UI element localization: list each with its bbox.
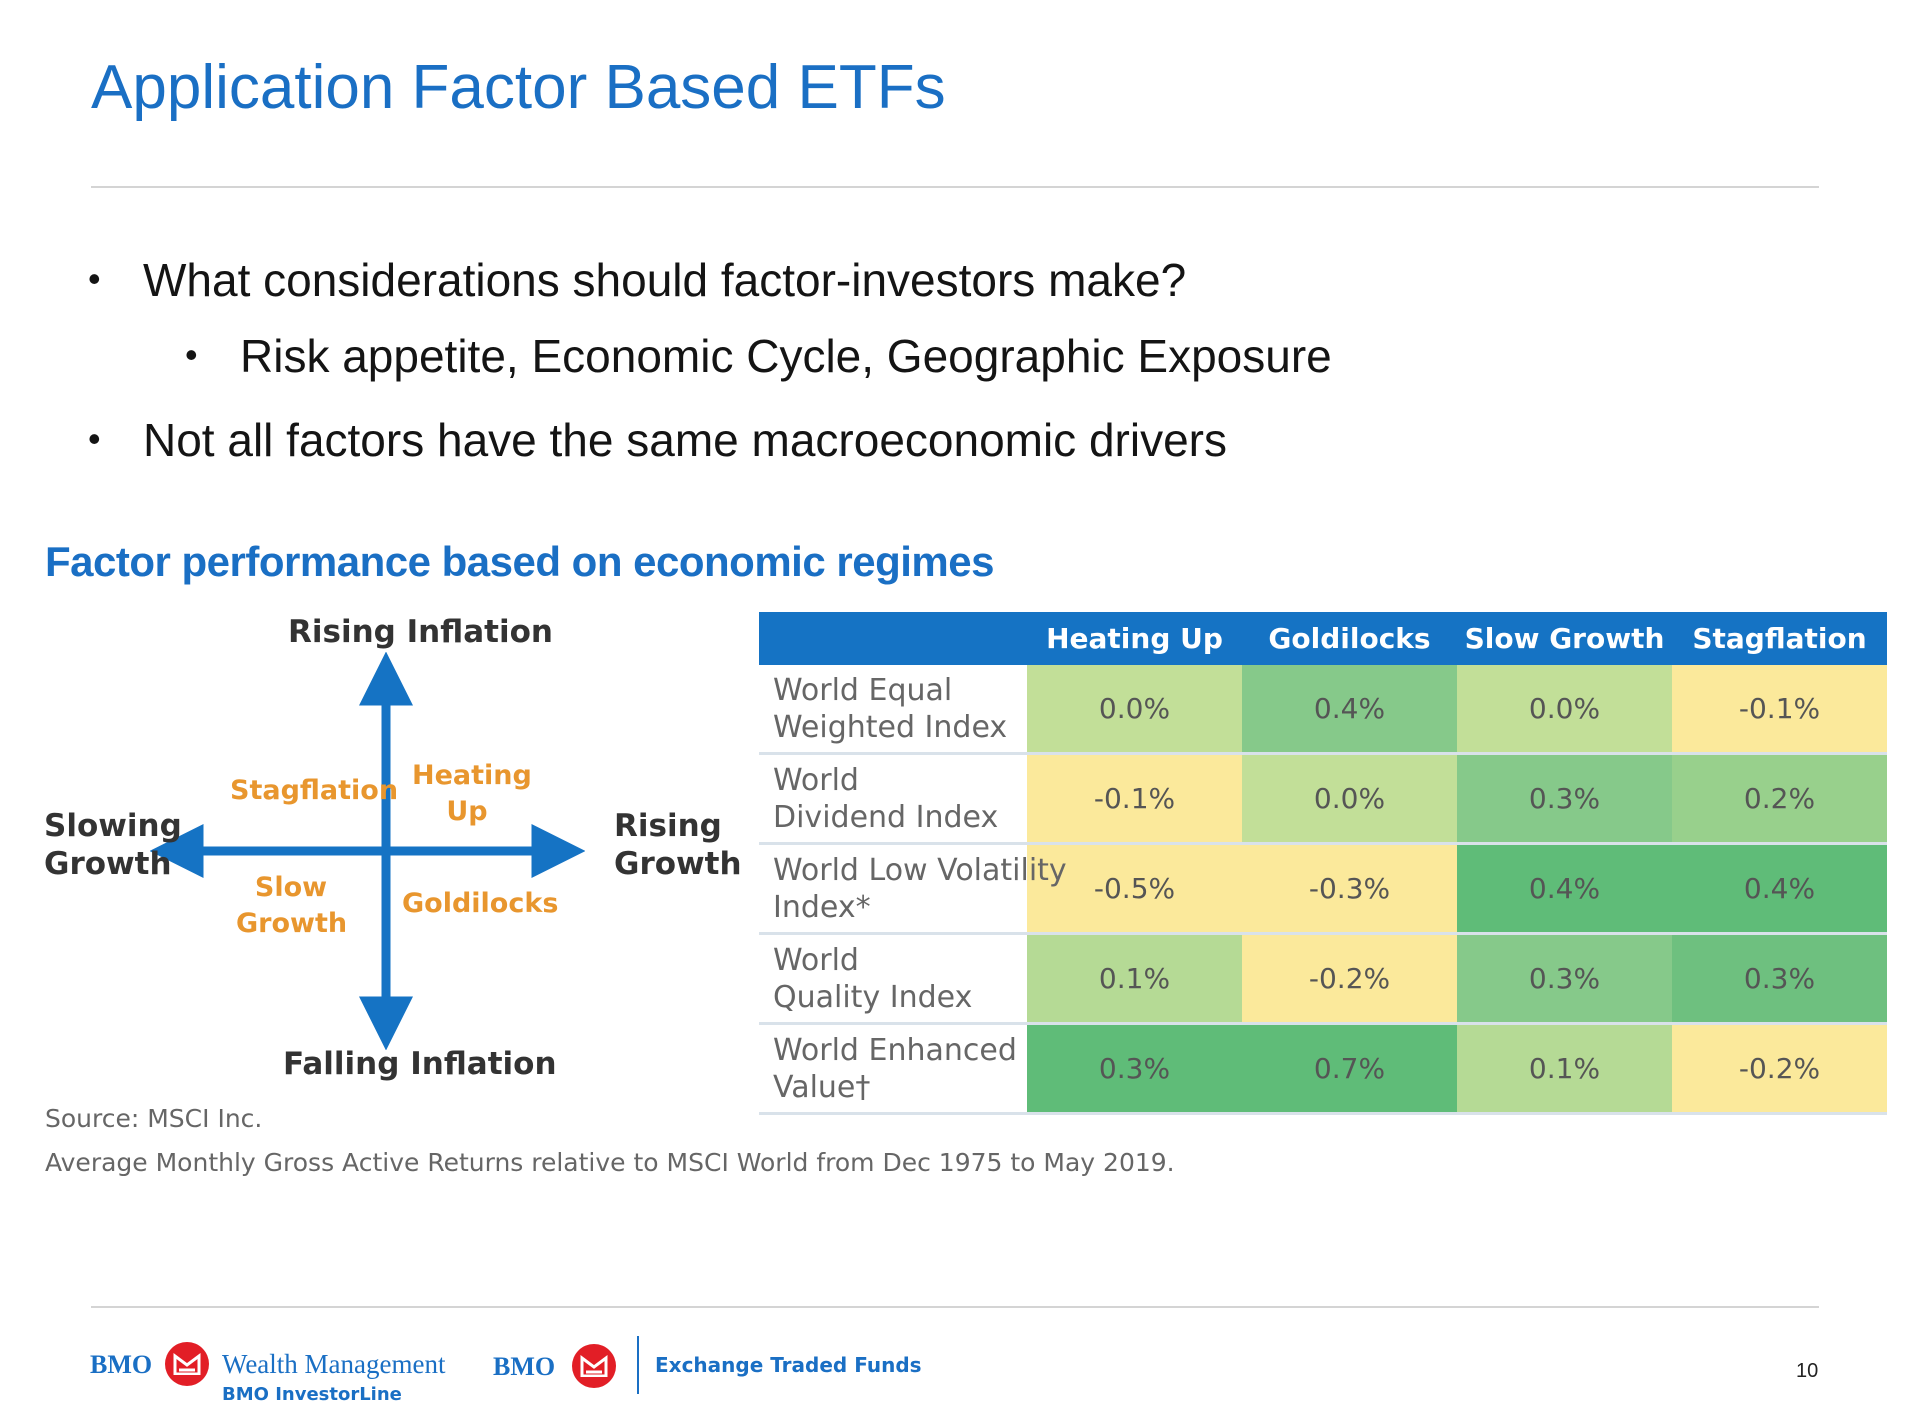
table-header-row: Heating Up Goldilocks Slow Growth Stagfl…	[759, 612, 1887, 665]
axis-label-line: Growth	[614, 846, 742, 882]
value-cell: -0.5%	[1027, 843, 1242, 935]
returns-footnote: Average Monthly Gross Active Returns rel…	[45, 1148, 1175, 1177]
value-cell: 0.3%	[1027, 1023, 1242, 1115]
value-cell: 0.3%	[1672, 933, 1887, 1025]
investorline-wordmark: BMO InvestorLine	[222, 1384, 402, 1405]
axis-label-line: Slowing	[44, 808, 182, 844]
value-cell: 0.1%	[1457, 1023, 1672, 1115]
row-label-line: World Enhanced	[773, 1032, 1017, 1068]
axis-label-falling-inflation: Falling Inflation	[283, 1046, 557, 1082]
title-divider	[91, 186, 1819, 188]
regime-axes-diagram	[150, 652, 585, 1050]
quadrant-slow-growth: Slow Growth	[236, 870, 348, 942]
value-cell: 0.1%	[1027, 933, 1242, 1025]
value-cell: 0.3%	[1457, 753, 1672, 845]
value-cell: 0.0%	[1242, 753, 1457, 845]
quadrant-label-line: Heating	[412, 760, 532, 791]
row-label: World Quality Index	[759, 933, 1027, 1025]
table-row: World Low Volatility Index* -0.5% -0.3% 0…	[759, 843, 1887, 935]
table-row: World Equal Weighted Index 0.0% 0.4% 0.0%…	[759, 665, 1887, 755]
row-label-line: World Equal	[773, 672, 953, 708]
axis-label-rising-inflation: Rising Inflation	[288, 614, 553, 650]
header-corner	[759, 612, 1027, 665]
row-label-line: Quality Index	[773, 979, 973, 1015]
value-cell: -0.2%	[1672, 1023, 1887, 1115]
bmo-m-bar-icon	[173, 1353, 201, 1375]
quadrant-label-line: Slow	[254, 872, 328, 903]
quadrant-heating-up: Heating Up	[412, 758, 532, 830]
bmo-wordmark: BMO	[90, 1350, 153, 1379]
bullet-risk-appetite: Risk appetite, Economic Cycle, Geographi…	[240, 330, 1332, 382]
bmo-roundel-logo-icon	[165, 1342, 209, 1386]
bmo-wordmark: BMO	[493, 1352, 556, 1381]
axis-label-slowing-growth: Slowing Growth	[44, 807, 182, 883]
bmo-roundel-logo-icon	[572, 1344, 616, 1388]
etf-wordmark: Exchange Traded Funds	[655, 1353, 922, 1377]
header-stagflation: Stagflation	[1672, 612, 1887, 665]
logo-separator	[637, 1336, 639, 1394]
bullet-dot: •	[185, 334, 198, 375]
header-goldilocks: Goldilocks	[1242, 612, 1457, 665]
bullet-macro-drivers: Not all factors have the same macroecono…	[143, 414, 1227, 466]
wealth-management-wordmark: Wealth Management	[222, 1349, 446, 1379]
value-cell: 0.4%	[1457, 843, 1672, 935]
quadrant-goldilocks: Goldilocks	[402, 888, 559, 919]
value-cell: -0.2%	[1242, 933, 1457, 1025]
value-cell: 0.4%	[1672, 843, 1887, 935]
footer-divider	[91, 1306, 1819, 1308]
quadrant-stagflation: Stagflation	[230, 775, 399, 806]
row-label-line: World Low Volatility	[773, 852, 1067, 888]
page-number: 10	[1796, 1360, 1819, 1382]
quadrant-label-line: Up	[446, 796, 488, 827]
row-label-line: Value†	[773, 1069, 871, 1105]
header-heating-up: Heating Up	[1027, 612, 1242, 665]
value-cell: 0.4%	[1242, 665, 1457, 755]
header-slow-growth: Slow Growth	[1457, 612, 1672, 665]
value-cell: 0.7%	[1242, 1023, 1457, 1115]
value-cell: 0.0%	[1457, 665, 1672, 755]
value-cell: -0.1%	[1672, 665, 1887, 755]
bullet-dot: •	[88, 418, 101, 459]
row-label: World Low Volatility Index*	[759, 843, 1067, 935]
axis-label-line: Rising	[614, 808, 722, 844]
page-title: Application Factor Based ETFs	[91, 53, 946, 122]
bullet-considerations: What considerations should factor-invest…	[143, 254, 1187, 306]
factor-performance-table: Heating Up Goldilocks Slow Growth Stagfl…	[759, 612, 1887, 1115]
row-label: World Dividend Index	[759, 753, 1027, 845]
source-note: Source: MSCI Inc.	[45, 1104, 263, 1133]
bmo-m-bar-icon	[580, 1355, 608, 1377]
table-row: World Quality Index 0.1% -0.2% 0.3% 0.3%	[759, 933, 1887, 1025]
row-label: World Enhanced Value†	[759, 1023, 1027, 1115]
row-label-line: Dividend Index	[773, 799, 999, 835]
value-cell: 0.3%	[1457, 933, 1672, 1025]
value-cell: 0.0%	[1027, 665, 1242, 755]
axis-label-rising-growth: Rising Growth	[614, 807, 742, 883]
quadrant-label-line: Growth	[236, 908, 348, 939]
row-label-line: Index*	[773, 889, 871, 925]
value-cell: -0.1%	[1027, 753, 1242, 845]
row-label-line: World	[773, 762, 859, 798]
row-label: World Equal Weighted Index	[759, 665, 1027, 755]
table-row: World Dividend Index -0.1% 0.0% 0.3% 0.2%	[759, 753, 1887, 845]
table-row: World Enhanced Value† 0.3% 0.7% 0.1% -0.2…	[759, 1023, 1887, 1115]
axis-label-line: Growth	[44, 846, 172, 882]
value-cell: -0.3%	[1242, 843, 1457, 935]
row-label-line: Weighted Index	[773, 709, 1008, 745]
value-cell: 0.2%	[1672, 753, 1887, 845]
bullet-dot: •	[88, 258, 101, 299]
row-label-line: World	[773, 942, 859, 978]
section-title: Factor performance based on economic reg…	[45, 538, 994, 585]
